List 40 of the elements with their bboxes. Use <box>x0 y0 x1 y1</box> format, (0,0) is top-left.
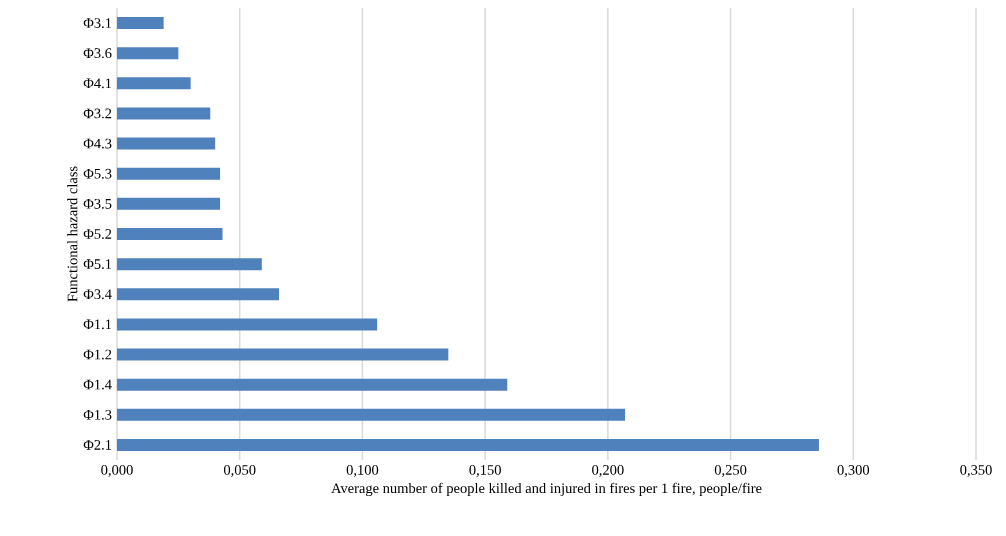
y-tick-label: Φ3.2 <box>83 108 112 119</box>
bar <box>117 47 179 60</box>
x-tick-label: 0,200 <box>592 465 624 477</box>
x-tick-label: 0,050 <box>223 465 256 477</box>
y-axis-title: Functional hazard class <box>67 166 78 302</box>
y-tick-label: Φ3.6 <box>83 48 112 59</box>
bar <box>117 288 279 301</box>
y-tick-label: Φ3.1 <box>83 18 112 28</box>
bar <box>117 228 223 240</box>
x-tick-label: 0,300 <box>837 465 870 477</box>
bar <box>117 167 221 180</box>
bar <box>117 197 221 210</box>
y-tick-label: Φ5.3 <box>83 168 112 179</box>
bar <box>117 378 508 391</box>
bar <box>117 107 211 120</box>
x-tick-label: 0,250 <box>714 465 747 477</box>
y-tick-label: Φ3.5 <box>83 198 112 209</box>
x-tick-label: 0,350 <box>960 465 992 477</box>
x-tick-label: 0,100 <box>346 465 379 477</box>
bar <box>117 258 262 271</box>
bar <box>117 318 378 331</box>
y-tick-label: Φ1.1 <box>83 319 112 330</box>
bar <box>117 77 191 90</box>
y-tick-label: Φ3.4 <box>83 289 112 300</box>
bar <box>117 17 164 30</box>
bar <box>117 348 449 361</box>
x-tick-label: 0,150 <box>469 465 501 477</box>
x-tick-label: 0,000 <box>101 465 133 477</box>
y-tick-label: Φ1.3 <box>83 409 112 420</box>
bar <box>117 438 819 451</box>
y-tick-label: Φ4.1 <box>83 78 112 89</box>
x-axis-title: Average number of people killed and injured in fires per 1 fire, people/fire <box>331 482 762 497</box>
y-tick-label: Φ1.4 <box>83 379 112 390</box>
bar <box>117 408 626 421</box>
y-tick-label: Φ1.2 <box>83 349 112 360</box>
y-tick-label: Φ4.3 <box>83 138 112 149</box>
bar <box>117 137 216 150</box>
y-tick-label: Φ5.1 <box>83 259 112 270</box>
y-tick-label: Φ5.2 <box>83 229 112 239</box>
y-tick-label: Φ2.1 <box>83 440 112 450</box>
